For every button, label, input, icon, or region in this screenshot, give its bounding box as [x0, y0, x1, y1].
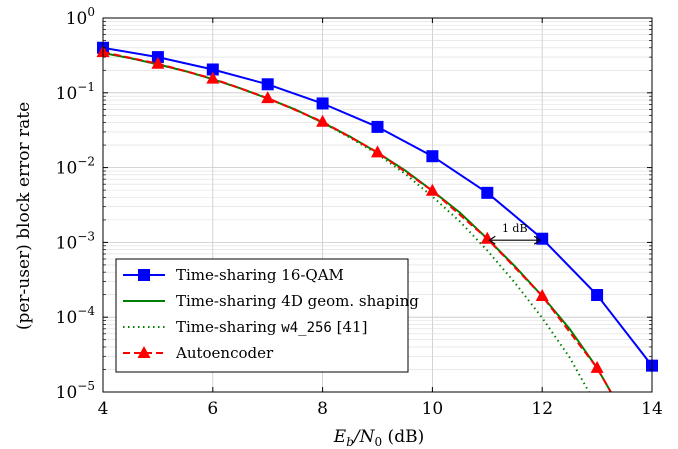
- y-axis-label: (per-user) block error rate: [14, 102, 34, 330]
- x-tick-label: 4: [98, 399, 109, 419]
- legend-label: Autoencoder: [175, 344, 274, 362]
- legend-item-0: Time-sharing 16-QAM: [123, 266, 344, 284]
- x-axis-label-sub-b: b: [346, 435, 354, 449]
- x-axis-label-unit: (dB): [382, 427, 424, 447]
- series-layer: [96, 41, 658, 392]
- y-tick-label: 10−1: [56, 80, 95, 104]
- legend-label: Time-sharing 16-QAM: [176, 266, 344, 284]
- x-axis-label-sub-0: 0: [375, 435, 383, 449]
- plot-frame: [102, 17, 653, 393]
- series-3: [96, 45, 612, 392]
- legend: Time-sharing 16-QAM Time-sharing 4D geom.…: [115, 258, 419, 373]
- legend-box: [115, 258, 409, 373]
- data-point: [206, 71, 220, 84]
- data-point: [371, 120, 384, 133]
- annotation-label: 1 dB: [502, 222, 528, 235]
- legend-item-2: Time-sharing w4_256 [41]: [123, 318, 367, 336]
- series-line: [103, 51, 612, 392]
- data-point: [425, 183, 439, 196]
- axis-ticks: 4 6 8 10 12 14 100 10−1 10−2 10−3 10−4 10−5: [56, 5, 663, 419]
- x-axis-label: Eb/N0 (dB): [333, 427, 424, 449]
- data-point: [535, 289, 549, 302]
- data-point: [206, 63, 219, 76]
- data-point: [316, 97, 329, 110]
- x-axis-label-e: E: [333, 427, 347, 447]
- annotation-arrowhead-right: [533, 235, 542, 245]
- data-point: [316, 114, 330, 127]
- y-tick-label: 10−4: [56, 304, 96, 328]
- data-point: [590, 360, 604, 373]
- data-point: [536, 232, 549, 245]
- legend-item-1: Time-sharing 4D geom. shaping: [123, 292, 419, 310]
- legend-label: Time-sharing 4D geom. shaping: [176, 292, 419, 310]
- x-tick-label: 12: [531, 399, 553, 419]
- series-0: [97, 41, 658, 372]
- x-tick-label: 10: [422, 399, 444, 419]
- x-tick-label: 8: [317, 399, 328, 419]
- y-tick-label: 10−2: [56, 155, 95, 179]
- data-point: [426, 150, 439, 163]
- y-tick-label: 10−5: [56, 379, 95, 403]
- data-point: [371, 145, 384, 158]
- data-point: [261, 78, 274, 91]
- legend-swatch-marker: [138, 269, 150, 281]
- x-tick-label: 14: [641, 399, 663, 419]
- data-point: [151, 56, 165, 69]
- data-point: [481, 186, 494, 199]
- legend-label: Time-sharing w4_256 [41]: [176, 318, 367, 336]
- y-tick-label: 10−3: [56, 229, 95, 253]
- x-tick-label: 6: [207, 399, 218, 419]
- legend-item-3: Autoencoder: [123, 344, 274, 362]
- legend-swatch-marker: [137, 346, 151, 358]
- y-tick-label: 100: [66, 5, 95, 29]
- data-point: [591, 289, 604, 302]
- data-point: [261, 91, 275, 104]
- x-axis-label-n: /N: [352, 427, 376, 447]
- annotation-arrowhead-left: [488, 235, 496, 245]
- annotation-1db: 1 dB: [488, 222, 542, 245]
